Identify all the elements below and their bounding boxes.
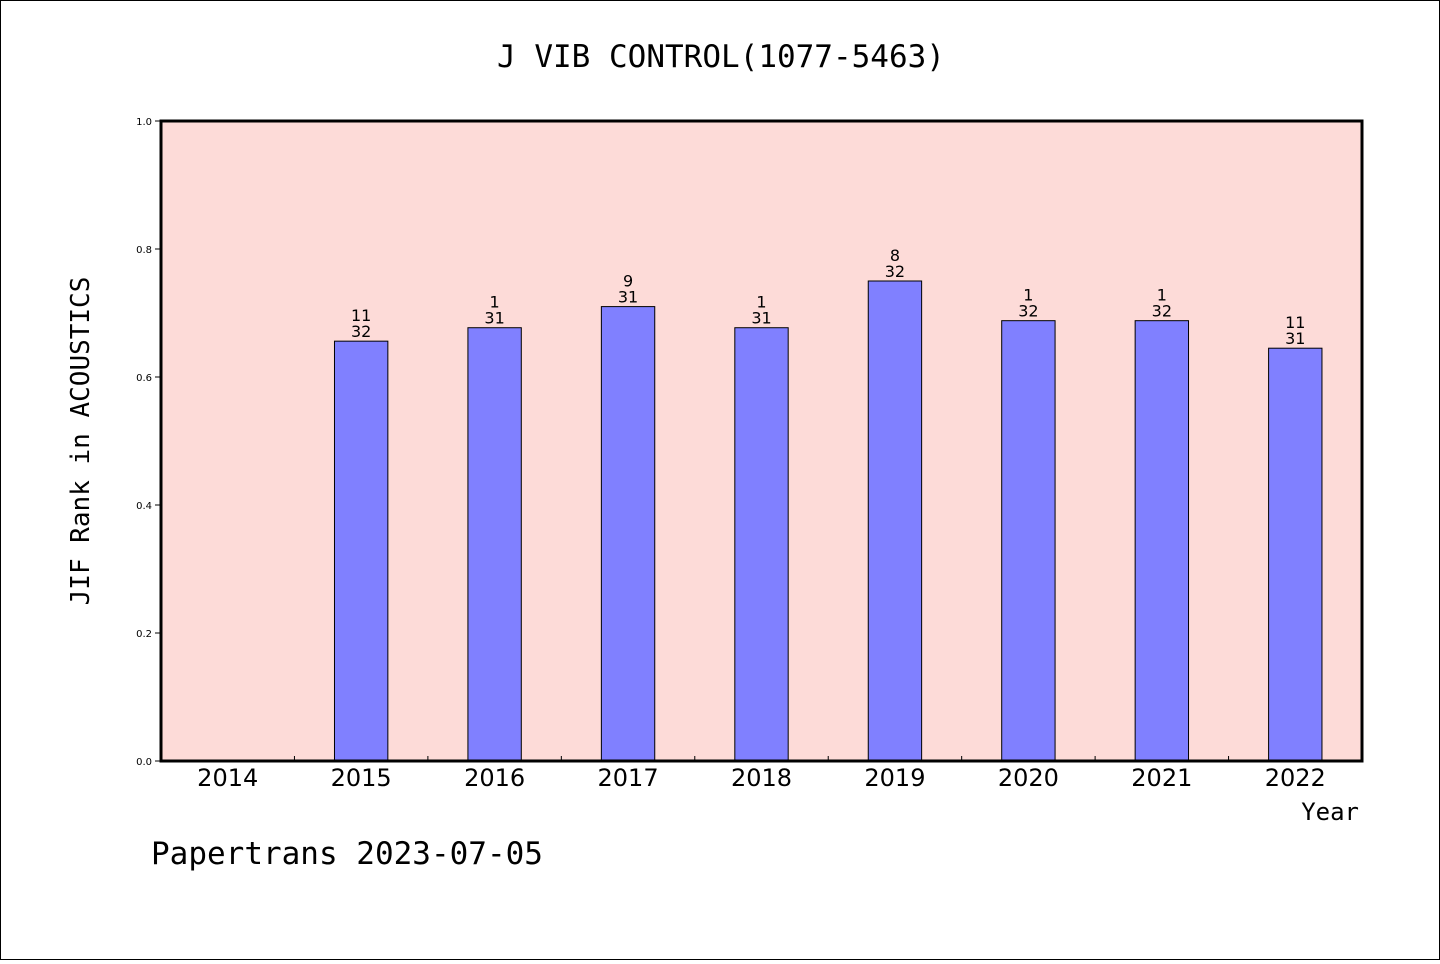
total-label: 32 — [1018, 302, 1038, 321]
y-tick-label: 0.6 — [136, 373, 152, 384]
plot-border — [159, 119, 1364, 763]
x-tick-label: 2014 — [197, 764, 258, 792]
x-tick-label: 2020 — [998, 764, 1059, 792]
y-tick-label: 0.2 — [136, 629, 152, 640]
total-label: 31 — [618, 288, 638, 307]
total-label: 32 — [885, 262, 905, 281]
bar-2022 — [1268, 347, 1323, 762]
bar-2020 — [1001, 320, 1056, 762]
y-axis-label: JIF Rank in ACOUSTICS — [66, 277, 96, 606]
bar-2016 — [467, 327, 522, 762]
y-axis: 0.0 0.2 0.4 0.6 0.8 1.0 — [136, 117, 161, 768]
y-tick-label: 0.0 — [136, 757, 152, 768]
x-tick-label: 2022 — [1265, 764, 1326, 792]
footer-note: Papertrans 2023-07-05 — [151, 836, 543, 872]
x-axis: 2014 2015 2016 2017 2018 2019 2020 2021 2022 — [197, 756, 1326, 792]
bar-2017 — [600, 306, 656, 762]
rank-label: 1 — [1157, 286, 1167, 305]
bar-2015 — [333, 340, 389, 762]
total-label: 32 — [1152, 302, 1172, 321]
y-tick-label: 0.4 — [136, 501, 152, 512]
rank-label: 11 — [1285, 313, 1305, 332]
total-label: 32 — [351, 322, 371, 341]
x-tick-label: 2017 — [598, 764, 659, 792]
y-tick-label: 1.0 — [136, 117, 152, 128]
x-tick-label: 2021 — [1131, 764, 1192, 792]
x-tick-label: 2015 — [331, 764, 392, 792]
bar-2021 — [1134, 320, 1190, 762]
bar-2019 — [867, 280, 923, 762]
x-tick-label: 2018 — [731, 764, 792, 792]
total-label: 31 — [751, 309, 771, 328]
rank-label: 9 — [623, 272, 633, 291]
x-tick-label: 2016 — [464, 764, 525, 792]
rank-label: 1 — [756, 293, 766, 312]
rank-label: 11 — [351, 306, 371, 325]
y-tick-label: 0.8 — [136, 245, 152, 256]
rank-label: 1 — [490, 293, 500, 312]
total-label: 31 — [484, 309, 504, 328]
rank-label: 8 — [890, 246, 900, 265]
x-axis-label: Year — [1301, 798, 1359, 826]
bar-2018 — [734, 327, 789, 762]
x-tick-label: 2019 — [864, 764, 925, 792]
total-label: 31 — [1285, 329, 1305, 348]
chart-title: J VIB CONTROL(1077-5463) — [497, 39, 945, 75]
rank-label: 1 — [1023, 286, 1033, 305]
